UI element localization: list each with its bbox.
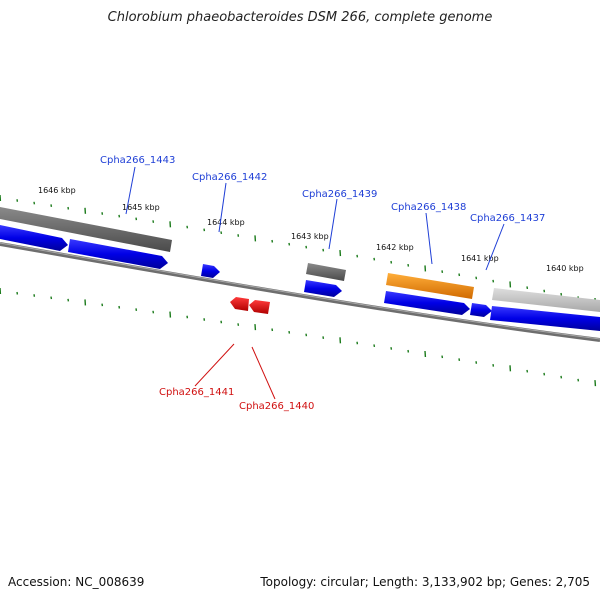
gene-arrow-blue-4[interactable] — [304, 280, 342, 297]
gene-1437-bar[interactable] — [492, 288, 600, 312]
leader-1441 — [194, 343, 235, 387]
label-cpha266-1438[interactable]: Cpha266_1438 — [391, 202, 466, 213]
kbp-label-1642: 1642 kbp — [376, 243, 414, 252]
leader-1437 — [485, 223, 505, 271]
gene-arrow-blue-1[interactable] — [0, 225, 68, 251]
genome-backbone-highlight — [0, 242, 600, 340]
lower-tick-ring — [0, 287, 597, 387]
gene-arrow-blue-7[interactable] — [490, 306, 600, 331]
kbp-label-1641: 1641 kbp — [461, 254, 499, 263]
gene-arrow-blue-6[interactable] — [470, 303, 492, 317]
gene-1443-bar[interactable] — [0, 207, 172, 252]
topology-text: Topology: circular; Length: 3,133,902 bp… — [260, 575, 590, 589]
kbp-label-1644: 1644 kbp — [207, 218, 245, 227]
kbp-label-1646: 1646 kbp — [38, 186, 76, 195]
kbp-label-1643: 1643 kbp — [291, 232, 329, 241]
upper-tick-ring — [0, 194, 597, 305]
leader-1440 — [251, 346, 276, 400]
leader-1442 — [218, 182, 227, 233]
label-cpha266-1442[interactable]: Cpha266_1442 — [192, 172, 267, 183]
label-cpha266-1440[interactable]: Cpha266_1440 — [239, 401, 314, 412]
genome-backbone — [0, 242, 600, 342]
label-cpha266-1443[interactable]: Cpha266_1443 — [100, 155, 175, 166]
gene-1438-bar[interactable] — [386, 273, 474, 299]
label-cpha266-1441[interactable]: Cpha266_1441 — [159, 387, 234, 398]
gene-arrow-blue-3[interactable] — [201, 264, 220, 278]
red-leader-lines — [194, 343, 276, 400]
leader-1438 — [425, 212, 433, 265]
gene-arrow-red-1441[interactable] — [230, 297, 249, 311]
gene-arrow-blue-2[interactable] — [68, 239, 168, 269]
label-cpha266-1439[interactable]: Cpha266_1439 — [302, 189, 377, 200]
gene-arrow-blue-5[interactable] — [384, 291, 470, 315]
gene-arrow-red-1440[interactable] — [249, 300, 270, 314]
leader-1443 — [125, 166, 136, 215]
gene-1439-bar[interactable] — [306, 263, 346, 281]
accession-text: Accession: NC_008639 — [8, 575, 145, 589]
map-title: Chlorobium phaeobacteroides DSM 266, com… — [107, 10, 493, 25]
kbp-label-1640: 1640 kbp — [546, 264, 584, 273]
leader-1439 — [328, 198, 338, 250]
blue-leader-lines — [125, 166, 505, 271]
kbp-label-1645: 1645 kbp — [122, 203, 160, 212]
label-cpha266-1437[interactable]: Cpha266_1437 — [470, 213, 545, 224]
